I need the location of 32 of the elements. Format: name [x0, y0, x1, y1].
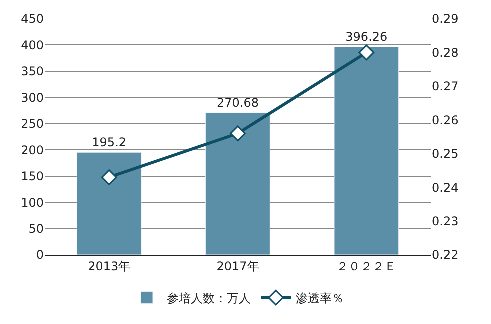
- y-tick-label: 150: [21, 170, 44, 184]
- y-tick-label: 0: [36, 248, 44, 262]
- y2-tick-label: 0.29: [432, 12, 459, 26]
- data-label: 396.26: [346, 30, 388, 44]
- point: [358, 44, 375, 61]
- y2-tick-label: 0.22: [432, 248, 459, 262]
- bar: [206, 112, 270, 255]
- y-tick-label: 200: [21, 143, 44, 158]
- y2-tick-label: 0.27: [432, 80, 459, 94]
- x-tick-label: 2017年: [216, 259, 260, 274]
- bar: [76, 152, 142, 255]
- y-tick-label: 450: [21, 12, 44, 26]
- y2-tick-label: 0.26: [432, 113, 459, 128]
- x-tick-label: 2013年: [88, 259, 131, 274]
- point: [230, 126, 246, 142]
- legend-label: 渗透率％: [296, 292, 344, 306]
- y2-tick-label: 0.23: [432, 214, 459, 228]
- x-tick-label: ２０２２Ｅ: [336, 259, 397, 274]
- bar: [334, 46, 400, 255]
- y-tick-label: 250: [21, 117, 44, 132]
- y2-tick-label: 0.25: [432, 147, 459, 162]
- y-tick-label: 50: [28, 222, 44, 236]
- y2-tick-label: 0.24: [432, 180, 459, 195]
- data-label: 270.68: [217, 96, 259, 110]
- y-tick-label: 100: [21, 196, 44, 210]
- y-tick-label: 400: [21, 38, 44, 52]
- y-tick-label: 350: [21, 64, 44, 79]
- y2-tick-label: 0.28: [432, 46, 459, 60]
- data-label: 195.2: [92, 136, 127, 150]
- point: [101, 170, 118, 186]
- y-tick-label: 300: [21, 90, 44, 105]
- legend-label: 参培人数：万人: [167, 292, 251, 306]
